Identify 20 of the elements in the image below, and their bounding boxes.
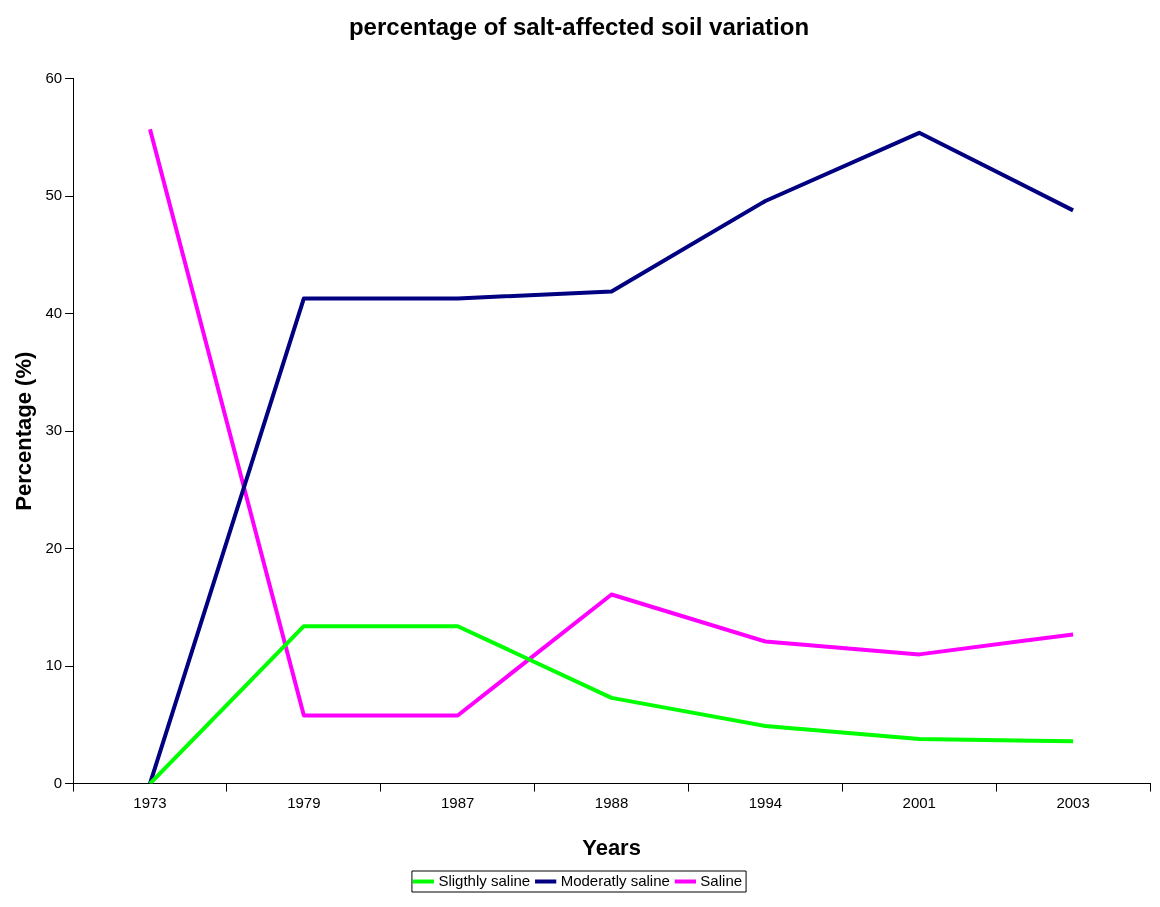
y-tick-label: 40: [45, 303, 63, 321]
y-tick-label: 30: [45, 421, 63, 439]
x-tick-label: 1988: [594, 793, 629, 811]
legend-label: Moderatly saline: [560, 871, 670, 889]
y-axis-title: Percentage (%): [11, 351, 37, 511]
x-tick-label: 1973: [133, 793, 167, 811]
y-tick-label: 20: [45, 538, 63, 556]
x-axis-title: Years: [582, 834, 641, 860]
y-tick-label: 60: [45, 68, 63, 86]
legend-label: Sligthly saline: [438, 871, 531, 889]
y-tick-label: 50: [45, 186, 63, 204]
x-tick-label: 1994: [748, 793, 783, 811]
x-tick-label: 1979: [287, 793, 321, 811]
chart-title: percentage of salt-affected soil variation: [348, 13, 810, 41]
x-tick-label: 1987: [441, 793, 475, 811]
x-tick-label: 2001: [902, 793, 936, 811]
y-tick-label: 10: [45, 656, 63, 674]
y-tick-label: 0: [53, 773, 63, 791]
x-tick-label: 2003: [1056, 793, 1090, 811]
legend-label: Saline: [700, 871, 743, 889]
